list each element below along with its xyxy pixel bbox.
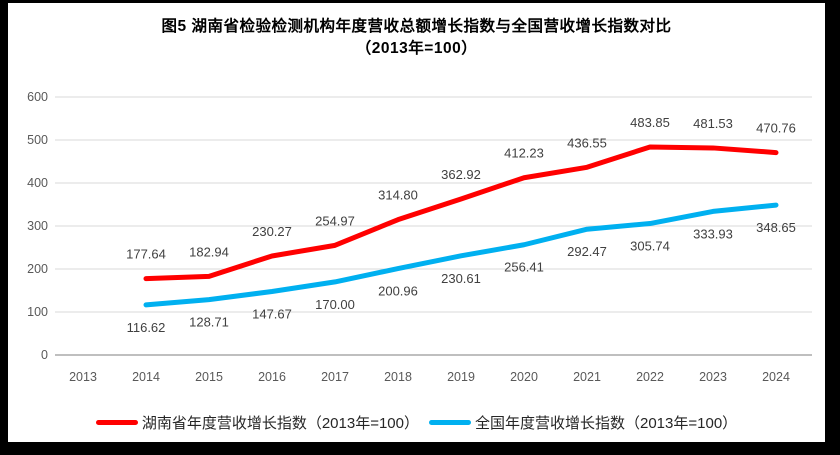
chart-title: 图5 湖南省检验检测机构年度营收总额增长指数与全国营收增长指数对比 （2013年…	[8, 16, 825, 60]
x-tick-label: 2016	[258, 370, 286, 384]
data-label: 483.85	[630, 115, 670, 130]
legend-item-hunan: 湖南省年度营收增长指数（2013年=100）	[95, 412, 419, 433]
x-tick-label: 2017	[321, 370, 349, 384]
data-label: 481.53	[693, 116, 733, 131]
x-tick-label: 2019	[447, 370, 475, 384]
data-label: 333.93	[693, 226, 733, 241]
data-label: 230.61	[441, 271, 481, 286]
national-series-label: 全国年度营收增长指数（2013年=100）	[475, 414, 738, 432]
data-label: 436.55	[567, 135, 607, 150]
data-label: 182.94	[189, 244, 229, 259]
data-label: 254.97	[315, 213, 355, 228]
y-tick-label: 200	[27, 262, 48, 276]
national-series-line	[143, 202, 779, 308]
hunan-series-label: 湖南省年度营收增长指数（2013年=100）	[141, 414, 419, 432]
hunan-series-line	[143, 144, 779, 282]
data-label: 200.96	[378, 284, 418, 299]
hunan-series-swatch	[95, 419, 138, 425]
data-label: 305.74	[630, 239, 670, 254]
y-tick-label: 300	[27, 219, 48, 233]
y-tick-label: 500	[27, 133, 48, 147]
data-label: 116.62	[127, 320, 166, 335]
data-label: 170.00	[315, 297, 355, 312]
data-label: 256.41	[504, 260, 544, 275]
chart-legend: 湖南省年度营收增长指数（2013年=100） 全国年度营收增长指数（2013年=…	[8, 408, 825, 436]
y-tick-label: 600	[27, 90, 48, 104]
chart-title-line2: （2013年=100）	[355, 40, 478, 57]
x-tick-label: 2015	[195, 370, 223, 384]
x-tick-label: 2023	[699, 370, 727, 384]
frame-border-bottom	[0, 442, 840, 455]
x-tick-label: 2020	[510, 370, 538, 384]
data-label: 412.23	[504, 146, 544, 161]
frame-border-left	[0, 0, 8, 455]
data-label: 128.71	[189, 315, 229, 330]
x-tick-label: 2014	[132, 370, 160, 384]
x-tick-label: 2018	[384, 370, 412, 384]
x-tick-label: 2024	[762, 370, 790, 384]
data-label: 177.64	[126, 247, 166, 262]
y-tick-label: 400	[27, 176, 48, 190]
data-label: 292.47	[567, 244, 607, 259]
data-label: 147.67	[252, 307, 292, 322]
national-series-swatch	[429, 419, 471, 425]
y-tick-label: 100	[27, 305, 48, 319]
data-label: 362.92	[441, 167, 481, 182]
x-tick-label: 2013	[69, 370, 97, 384]
data-label: 348.65	[756, 220, 796, 235]
chart-title-line1: 图5 湖南省检验检测机构年度营收总额增长指数与全国营收增长指数对比	[161, 18, 672, 35]
data-label: 230.27	[252, 224, 292, 239]
x-tick-label: 2022	[636, 370, 664, 384]
legend-item-national: 全国年度营收增长指数（2013年=100）	[429, 412, 737, 433]
x-tick-label: 2021	[573, 370, 601, 384]
y-tick-label: 0	[41, 348, 48, 362]
data-label: 314.80	[378, 188, 418, 203]
frame-border-right	[825, 0, 840, 455]
frame-border-top	[0, 0, 840, 3]
data-label: 470.76	[756, 121, 796, 136]
